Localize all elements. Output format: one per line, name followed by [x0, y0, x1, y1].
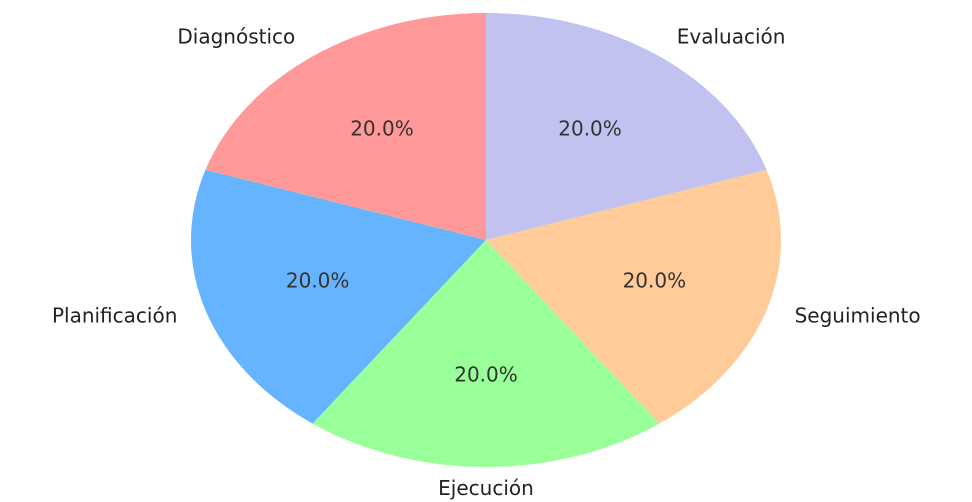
pie-slice	[486, 13, 767, 240]
slice-category-label: Planificación	[52, 304, 177, 328]
slice-percent-label: 20.0%	[623, 269, 687, 293]
pie-slice	[191, 169, 486, 424]
slice-category-label: Seguimiento	[795, 304, 921, 328]
pie-slice	[205, 13, 486, 240]
pie-slice	[486, 169, 781, 424]
slice-percent-label: 20.0%	[286, 269, 350, 293]
slice-percent-label: 20.0%	[558, 116, 622, 140]
slice-category-label: Diagnóstico	[177, 24, 295, 48]
slice-category-label: Ejecución	[438, 476, 534, 500]
slice-category-label: Evaluación	[677, 24, 786, 48]
slice-percent-label: 20.0%	[454, 363, 518, 387]
slice-percent-label: 20.0%	[350, 116, 414, 140]
pie-slice	[312, 240, 660, 467]
